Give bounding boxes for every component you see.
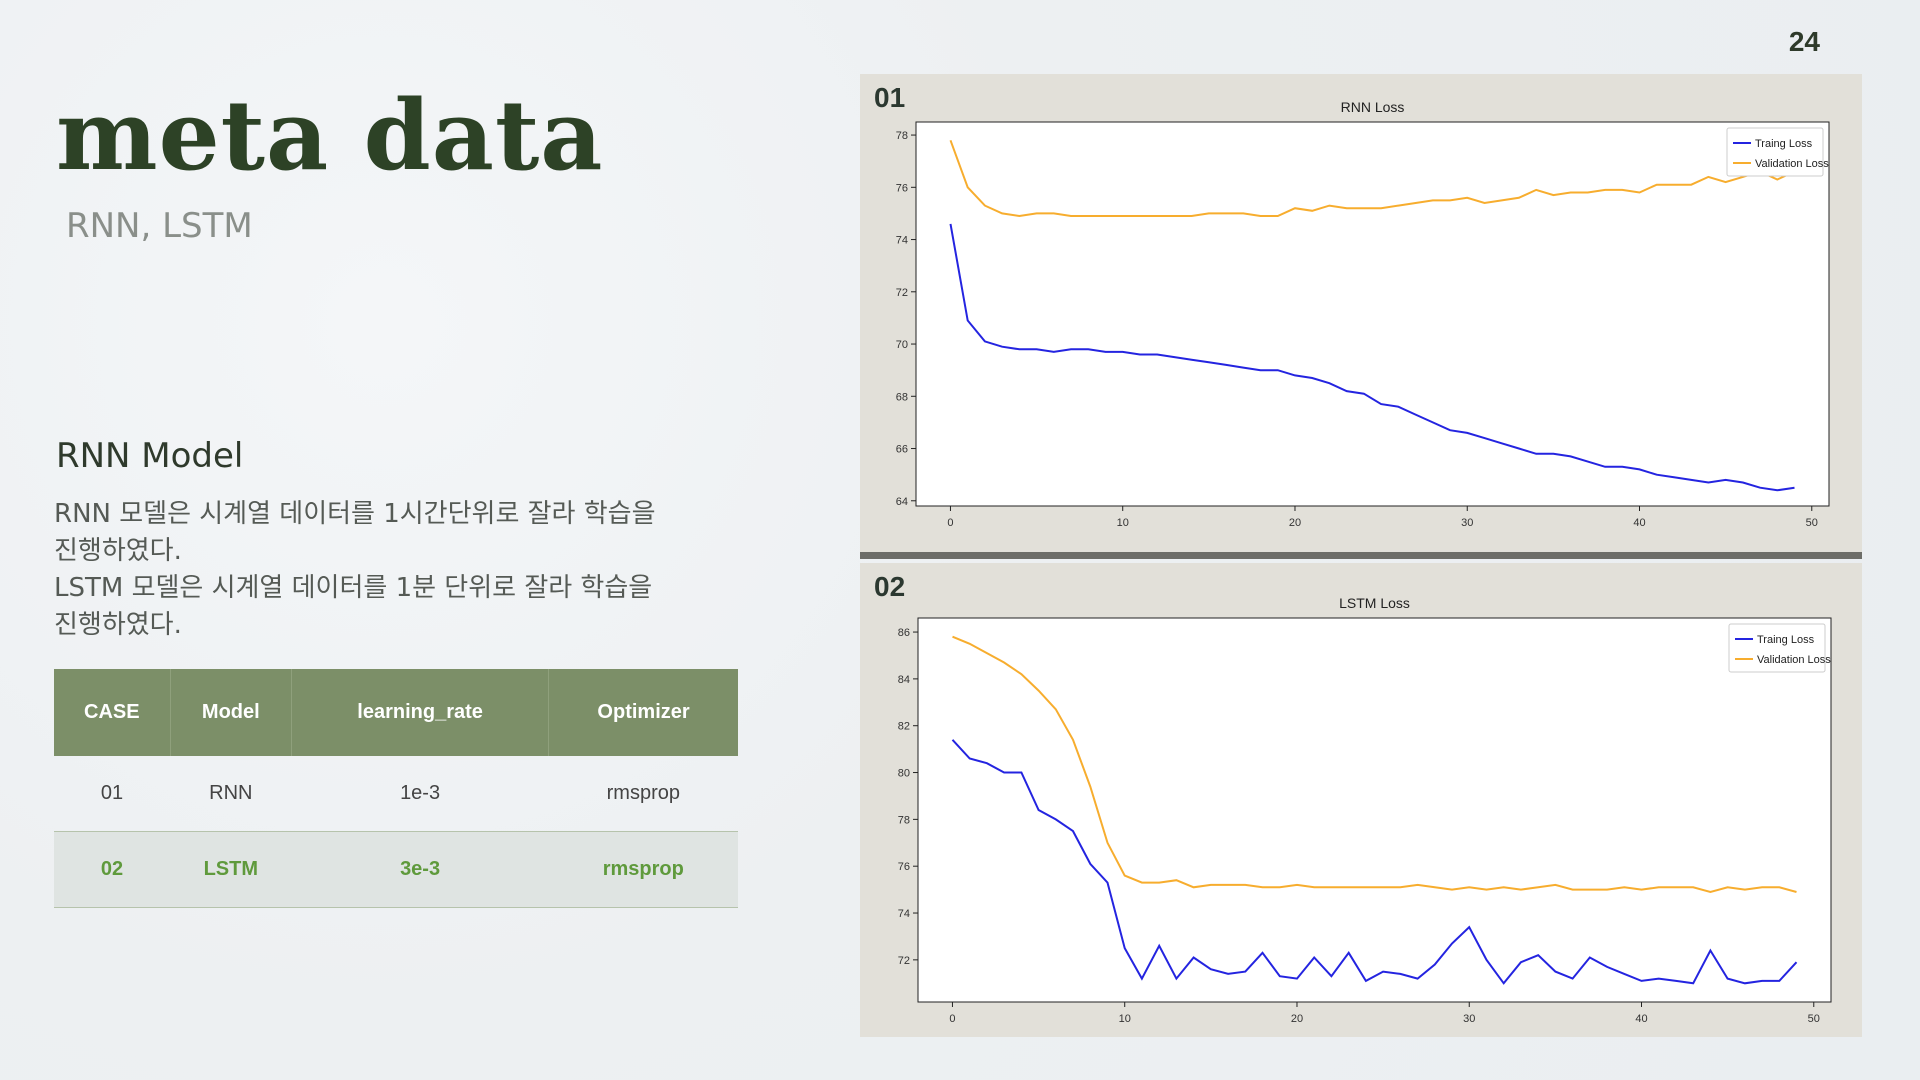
cell-learning-rate: 3e-3 (291, 831, 549, 908)
rnn-loss-chart: RNN Loss 0 10 20 30 40 50 64 66 68 70 72 74 76 78 Train… (896, 99, 1830, 529)
chart-title: LSTM Loss (1339, 595, 1410, 611)
table-row: 01 RNN 1e-3 rmsprop (54, 756, 738, 832)
lstm-chart-panel: 02 LSTM Loss 0 10 20 30 40 50 72 74 76 78 80 82 84 86 T… (860, 563, 1862, 1037)
plot-area (917, 617, 1832, 1003)
x-tick-label: 30 (1463, 1013, 1475, 1025)
y-tick-label: 68 (896, 391, 908, 403)
description-line: 진행하였다. (54, 610, 182, 640)
panel-label: 02 (874, 571, 906, 602)
legend-label: Traing Loss (1757, 634, 1815, 646)
y-tick-label: 76 (898, 861, 910, 873)
plot-area (915, 121, 1830, 507)
cell-model: RNN (170, 756, 292, 832)
y-tick-label: 72 (896, 287, 908, 299)
header-case: CASE (54, 669, 171, 756)
y-tick-label: 64 (896, 496, 908, 508)
validation-loss-line (952, 635, 1797, 894)
description-line: RNN 모델은 시계열 데이터를 1시간단위로 잘라 학습을 (54, 499, 656, 529)
y-tick-label: 74 (898, 908, 910, 920)
page-number: 24 (1788, 26, 1820, 57)
header-model: Model (170, 669, 293, 756)
header-optimizer: Optimizer (548, 669, 738, 756)
validation-loss-line (949, 139, 1795, 218)
legend-label: Validation Loss (1757, 654, 1831, 666)
y-tick-label: 80 (898, 768, 910, 780)
y-tick-label: 70 (896, 339, 908, 351)
x-tick-label: 40 (1633, 517, 1645, 529)
legend-label: Validation Loss (1755, 158, 1829, 170)
table-header-row: CASE Model learning_rate Optimizer (54, 669, 738, 756)
x-tick-label: 40 (1635, 1013, 1647, 1025)
y-tick-label: 66 (896, 444, 908, 456)
cell-model: LSTM (170, 831, 292, 908)
legend-label: Traing Loss (1755, 138, 1813, 150)
y-tick-label: 78 (898, 814, 910, 826)
training-loss-line (949, 223, 1795, 492)
model-description: RNN 모델은 시계열 데이터를 1시간단위로 잘라 학습을 진행하였다. LS… (54, 496, 694, 644)
panel-divider (860, 552, 1862, 559)
cell-optimizer: rmsprop (548, 831, 738, 908)
training-loss-line (951, 739, 1798, 985)
page-subtitle: RNN, LSTM (66, 206, 253, 246)
page-title: meta data (56, 79, 604, 192)
description-line: LSTM 모델은 시계열 데이터를 1분 단위로 잘라 학습을 (54, 573, 653, 603)
y-tick-label: 84 (898, 674, 910, 686)
cell-learning-rate: 1e-3 (291, 756, 549, 832)
rnn-chart-panel: 01 RNN Loss 0 10 20 30 40 50 64 66 68 70 72 74 76 78 Tr… (860, 74, 1862, 552)
y-tick-label: 86 (898, 627, 910, 639)
x-tick-label: 10 (1119, 1013, 1131, 1025)
table-row: 02 LSTM 3e-3 rmsprop (54, 831, 738, 908)
panel-label: 01 (874, 82, 906, 113)
chart-title: RNN Loss (1341, 99, 1405, 115)
x-tick-label: 50 (1808, 1013, 1820, 1025)
x-tick-label: 30 (1461, 517, 1473, 529)
header-learning-rate: learning_rate (291, 669, 550, 756)
cell-optimizer: rmsprop (548, 756, 738, 832)
y-tick-label: 76 (896, 182, 908, 194)
x-tick-label: 10 (1117, 517, 1129, 529)
cell-case: 02 (54, 831, 171, 908)
description-line: 진행하였다. (54, 536, 182, 566)
lstm-loss-chart: LSTM Loss 0 10 20 30 40 50 72 74 76 78 80 82 84 86 Trai… (898, 595, 1832, 1025)
y-tick-label: 72 (898, 955, 910, 967)
y-tick-label: 78 (896, 130, 908, 142)
x-tick-label: 0 (949, 1013, 955, 1025)
x-tick-label: 20 (1289, 517, 1301, 529)
cell-case: 01 (54, 756, 171, 832)
x-tick-label: 20 (1291, 1013, 1303, 1025)
x-tick-label: 0 (947, 517, 953, 529)
x-tick-label: 50 (1806, 517, 1818, 529)
y-tick-label: 74 (896, 235, 908, 247)
y-tick-label: 82 (898, 721, 910, 733)
case-table: CASE Model learning_rate Optimizer 01 RN… (54, 669, 738, 908)
section-heading: RNN Model (56, 436, 244, 476)
